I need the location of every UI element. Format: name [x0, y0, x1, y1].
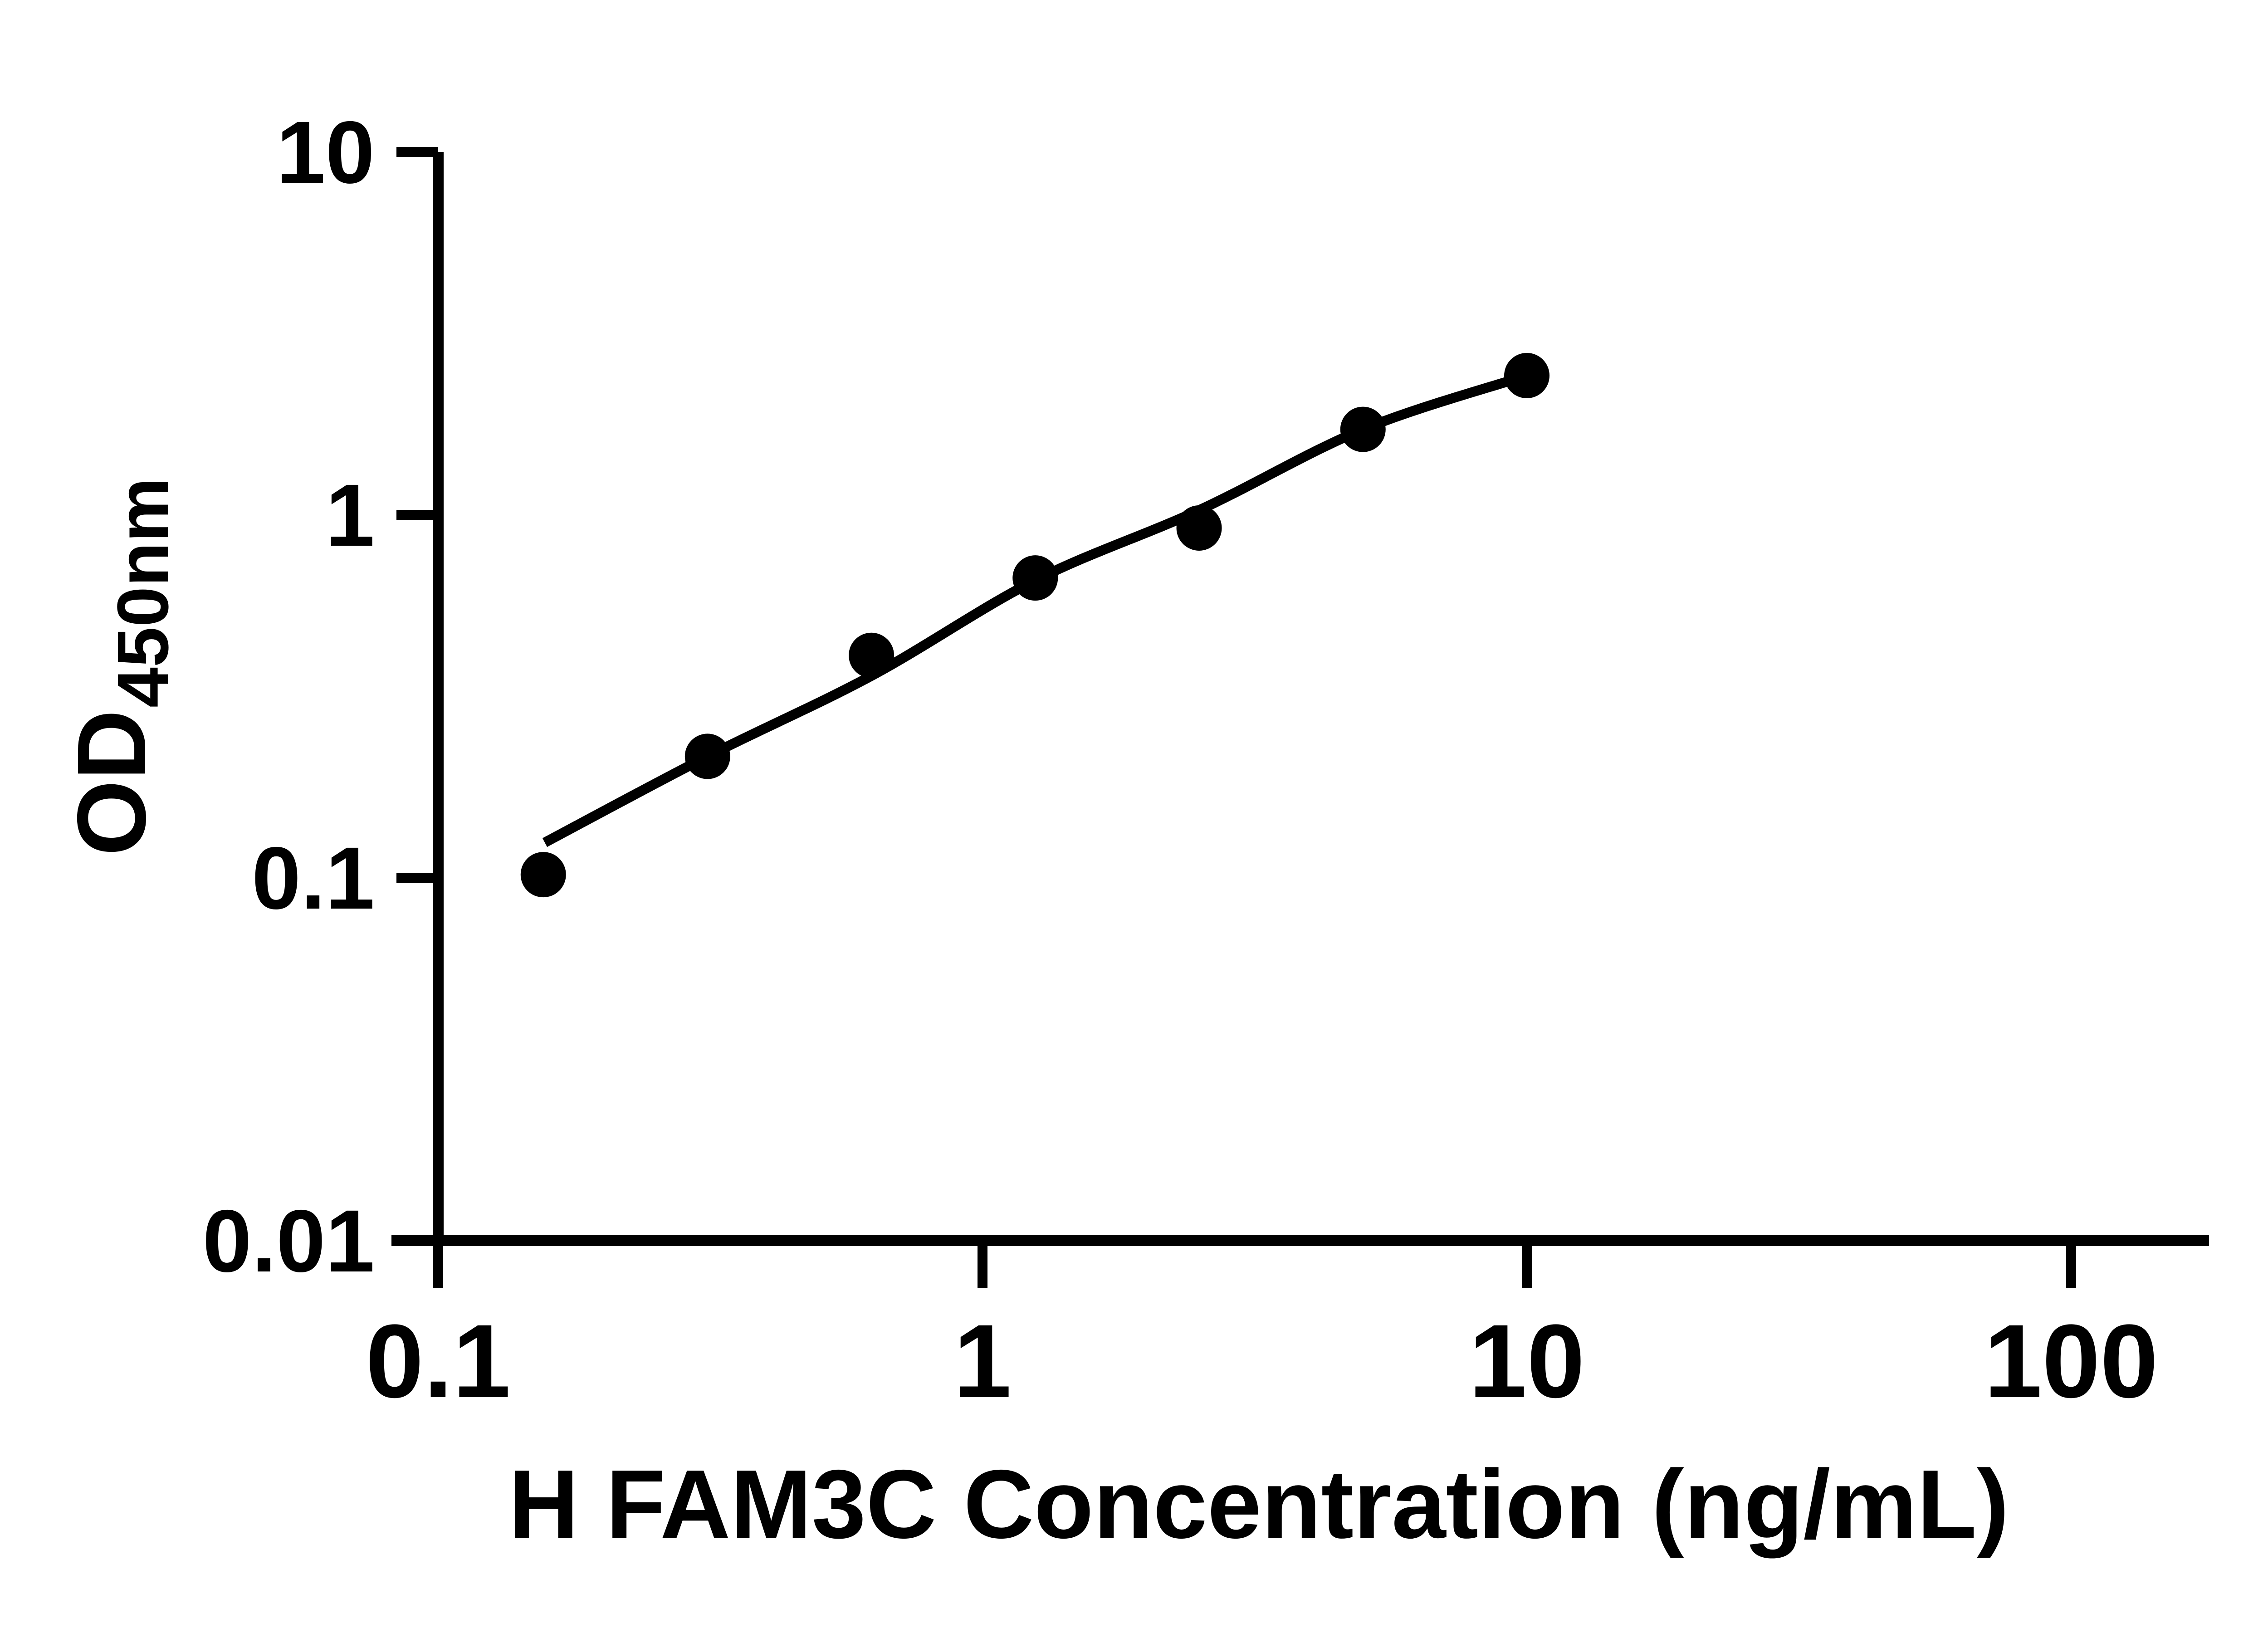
- data-point: [1340, 406, 1386, 452]
- x-axis-title: H FAM3C Concentration (ng/mL): [508, 1449, 2009, 1559]
- data-points-layer: [520, 352, 1549, 898]
- y-tick-label: 0.1: [252, 829, 375, 928]
- ticks-layer: [396, 147, 2076, 1288]
- y-tick-label: 10: [276, 103, 375, 202]
- data-point: [1504, 352, 1549, 398]
- axes-layer: [391, 152, 2209, 1246]
- y-tick-label: 1: [326, 466, 375, 565]
- x-tick-label: 10: [1469, 1303, 1585, 1419]
- tick-labels-layer: 10 1 0.1 0.01 0.1 1 10 100: [202, 103, 2158, 1419]
- data-point: [684, 733, 730, 779]
- y-axis-title: OD 450nm: [57, 478, 183, 856]
- data-point: [1012, 555, 1058, 601]
- y-tick-label: 0.01: [202, 1192, 375, 1291]
- x-tick-label: 0.1: [366, 1303, 511, 1419]
- x-tick-label: 1: [953, 1303, 1012, 1419]
- x-tick-label: 100: [1984, 1303, 2158, 1419]
- data-point: [520, 852, 566, 898]
- y-axis-title-main: OD: [57, 709, 166, 856]
- data-point: [1176, 505, 1222, 551]
- data-point: [849, 632, 894, 678]
- y-axis-title-subscript: 450nm: [102, 478, 183, 708]
